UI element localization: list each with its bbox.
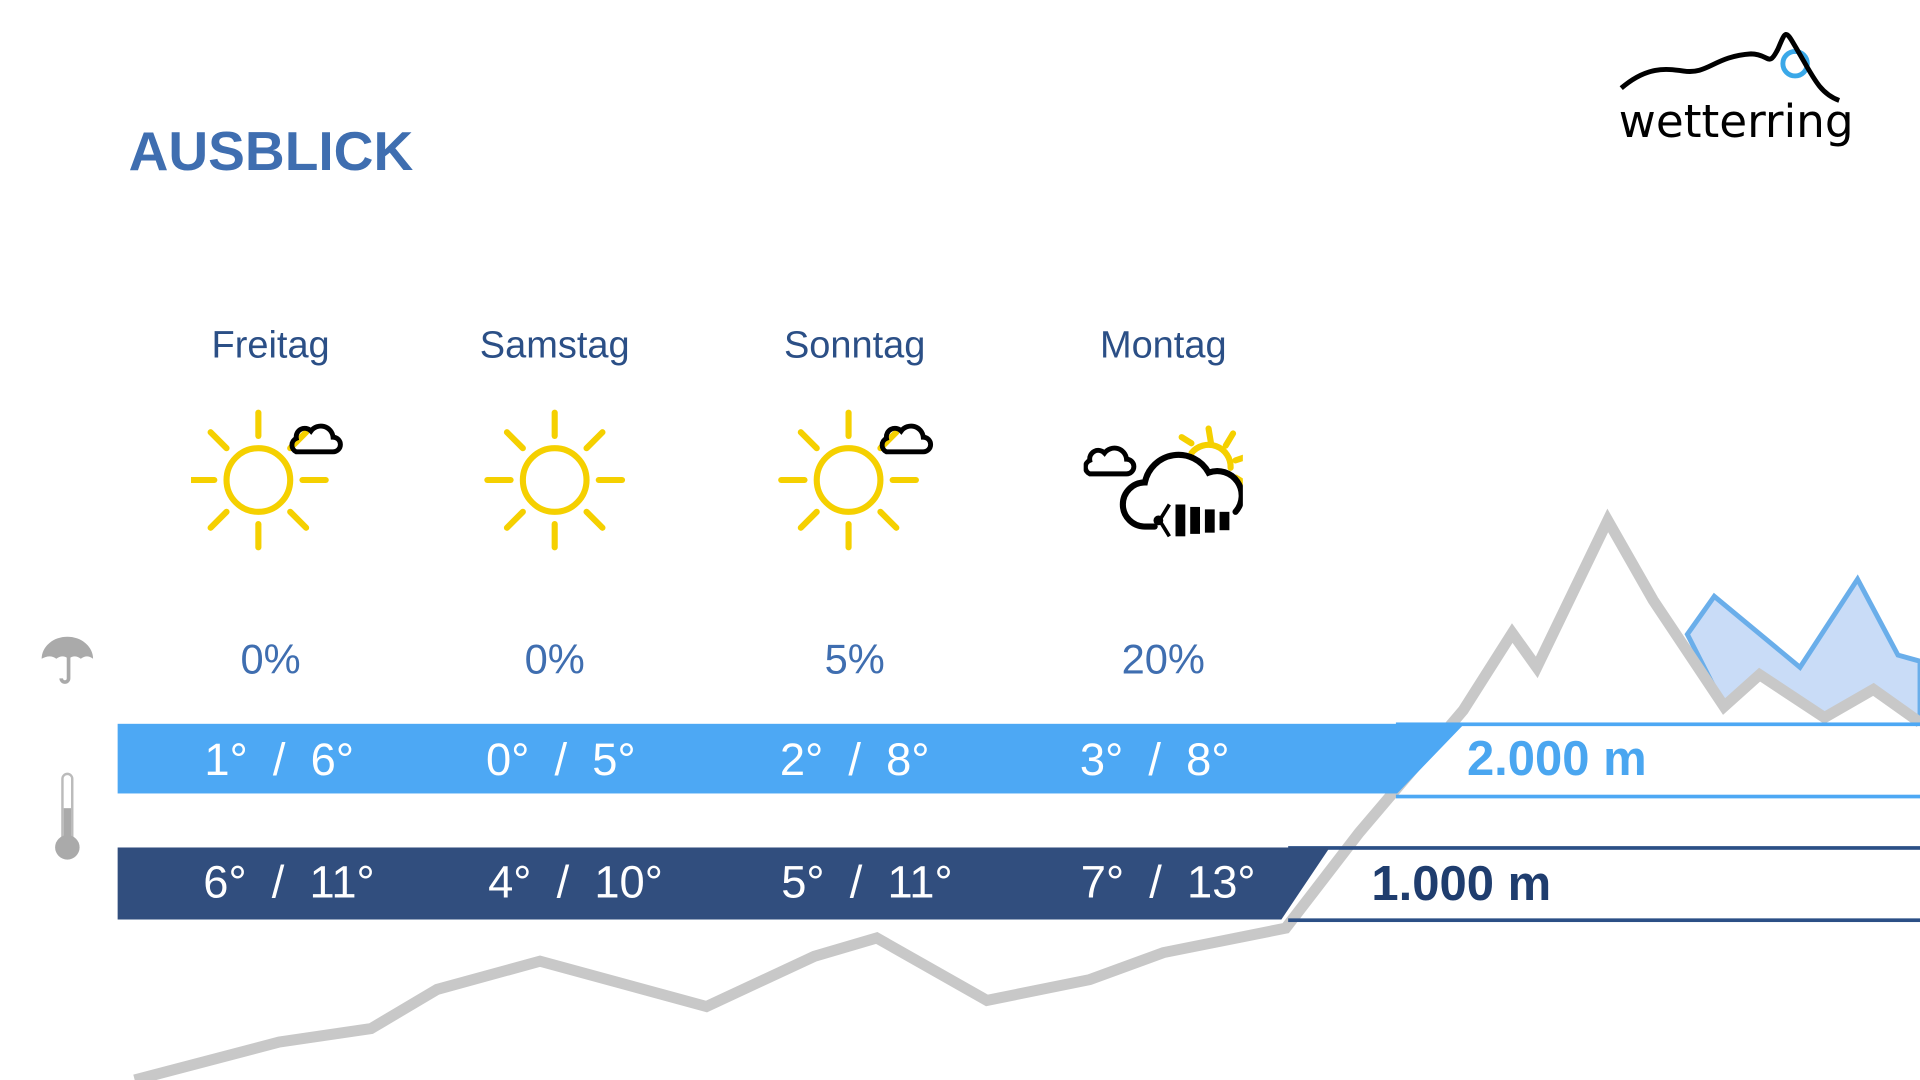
sun-small-cloud-icon: [778, 409, 933, 551]
precipitation-value: 20%: [1121, 636, 1205, 684]
day-name: Montag: [1099, 323, 1227, 367]
day-name: Freitag: [211, 323, 330, 367]
logo-text: wetterring: [1618, 95, 1854, 149]
temperature-bar-1000m: [117, 847, 1330, 920]
temp-1000m: 4° / 10°: [488, 857, 663, 908]
precipitation-value: 5%: [824, 636, 885, 684]
temp-1000m: 6° / 11°: [203, 857, 375, 908]
mountain-line: [133, 508, 1920, 1080]
thermometer-icon: [55, 772, 80, 860]
precipitation-value: 0%: [524, 636, 585, 684]
altitude-2000-frame: [1395, 722, 1920, 799]
wetterring-logo: wetterring: [1616, 32, 1854, 154]
temp-2000m: 1° / 6°: [204, 734, 354, 785]
page-title: AUSBLICK: [128, 120, 414, 183]
temp-2000m: 0° / 5°: [486, 734, 636, 785]
precipitation-value: 0%: [240, 636, 301, 684]
umbrella-icon: [41, 636, 94, 684]
day-name: Samstag: [479, 323, 630, 367]
day-name: Sonntag: [783, 323, 926, 367]
altitude-label-2000: 2.000 m: [1466, 732, 1647, 787]
cloud-sun-wind-icon: [1083, 425, 1243, 538]
temp-2000m: 2° / 8°: [779, 734, 930, 785]
sun-small-cloud-icon: [191, 409, 343, 551]
altitude-label-1000: 1.000 m: [1371, 857, 1552, 912]
temp-2000m: 3° / 8°: [1079, 734, 1230, 785]
temp-1000m: 5° / 11°: [781, 857, 953, 908]
altitude-1000-frame: [1288, 846, 1920, 923]
sun-icon: [484, 409, 626, 551]
temp-1000m: 7° / 13°: [1080, 857, 1256, 908]
temperature-bar-2000m: [117, 723, 1465, 794]
